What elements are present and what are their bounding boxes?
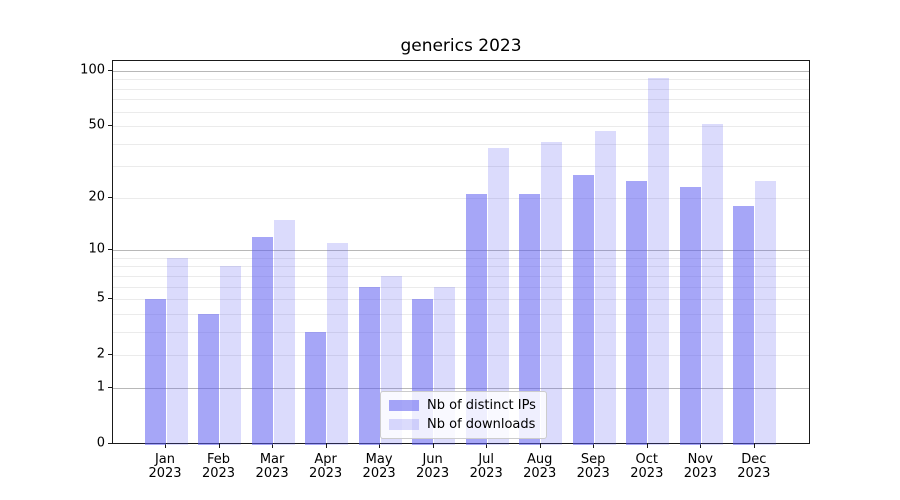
legend: Nb of distinct IPs Nb of downloads [380, 391, 547, 439]
x-tick-mark [379, 444, 381, 448]
bar-distinct-ips-sep [572, 174, 594, 445]
bar-downloads-jul [487, 147, 509, 445]
x-tick-mark [539, 444, 541, 448]
bar-distinct-ips-feb [198, 314, 219, 445]
plot-area: Nb of distinct IPs Nb of downloads [112, 60, 810, 445]
x-tick-label-jan: Jan 2023 [148, 452, 182, 482]
bar-downloads-sep [594, 130, 616, 445]
bar-distinct-ips-jan [144, 299, 166, 445]
x-tick-label-feb: Feb 2023 [201, 452, 236, 482]
y-tick-label: 1 [96, 379, 105, 395]
chart-title: generics 2023 [400, 36, 522, 56]
gridline-minor [113, 286, 809, 288]
bar-downloads-dec [755, 180, 777, 445]
x-tick-label-jul: Jul 2023 [469, 452, 503, 482]
legend-swatch-downloads [389, 419, 419, 430]
y-tick-mark [108, 125, 112, 126]
x-tick-mark [272, 444, 274, 448]
bar-downloads-oct [648, 78, 670, 445]
gridline-minor [113, 99, 809, 101]
bar-distinct-ips-may [358, 286, 380, 445]
x-tick-label-oct: Oct 2023 [630, 452, 664, 482]
x-tick-label-nov: Nov 2023 [683, 452, 717, 482]
x-tick-label-sep: Sep 2023 [576, 452, 610, 482]
x-tick-mark [700, 444, 702, 448]
gridline-minor [113, 276, 809, 277]
y-tick-mark [108, 196, 112, 198]
gridline-minor [113, 355, 809, 357]
legend-swatch-distinct-ips [389, 400, 419, 411]
y-tick-label: 20 [88, 189, 105, 205]
y-tick-label: 5 [96, 290, 105, 306]
bar-distinct-ips-jul [465, 194, 487, 445]
gridline-minor [113, 143, 809, 145]
bar-downloads-nov [701, 124, 723, 445]
gridline-minor [113, 266, 809, 268]
x-tick-label-may: May 2023 [362, 452, 396, 482]
x-tick-label-dec: Dec 2023 [737, 452, 771, 482]
y-tick-mark [108, 443, 112, 445]
y-tick-label: 10 [88, 241, 105, 257]
gridline-minor [113, 111, 809, 113]
gridline-major [113, 70, 809, 72]
y-tick-mark [108, 69, 112, 71]
bar-distinct-ips-oct [626, 180, 648, 445]
bar-downloads-apr [327, 243, 349, 445]
x-tick-mark [486, 444, 488, 448]
bar-distinct-ips-dec [733, 205, 755, 445]
legend-item-downloads: Nb of downloads [389, 417, 536, 432]
y-tick-label: 100 [80, 62, 105, 78]
x-tick-label-jun: Jun 2023 [416, 452, 450, 482]
x-tick-mark [646, 444, 648, 448]
bar-downloads-jan [166, 257, 188, 445]
gridline-minor [113, 257, 809, 259]
x-tick-mark [218, 444, 220, 448]
gridline-minor [113, 166, 809, 168]
x-tick-mark [753, 444, 755, 448]
legend-label-downloads: Nb of downloads [427, 417, 536, 432]
gridline-major [113, 250, 809, 252]
x-tick-mark [432, 444, 434, 448]
y-tick-label: 2 [96, 346, 105, 362]
gridline-minor [113, 332, 809, 334]
x-tick-mark [165, 444, 166, 448]
y-tick-mark [108, 298, 112, 300]
gridline-minor [113, 88, 809, 90]
y-tick-label: 0 [96, 435, 105, 451]
y-tick-label: 50 [88, 117, 105, 133]
bar-distinct-ips-mar [251, 236, 273, 445]
y-tick-mark [108, 354, 112, 356]
bar-distinct-ips-apr [305, 332, 327, 445]
bar-downloads-feb [220, 266, 241, 445]
y-tick-mark [108, 387, 112, 389]
gridline-major [113, 388, 809, 390]
y-tick-mark [108, 249, 112, 251]
bar-downloads-aug [541, 141, 563, 445]
x-tick-mark [593, 444, 595, 448]
x-tick-label-aug: Aug 2023 [523, 452, 557, 482]
gridline-minor [113, 299, 809, 301]
gridline-minor [113, 197, 809, 199]
bar-distinct-ips-aug [519, 194, 541, 445]
gridline-minor [113, 79, 809, 81]
x-tick-label-apr: Apr 2023 [309, 452, 343, 482]
x-tick-label-mar: Mar 2023 [255, 452, 289, 482]
x-tick-mark [325, 444, 327, 448]
gridline-minor [113, 126, 809, 127]
bar-downloads-mar [273, 219, 295, 445]
legend-item-distinct-ips: Nb of distinct IPs [389, 398, 536, 413]
legend-label-distinct-ips: Nb of distinct IPs [427, 398, 536, 413]
gridline-minor [113, 314, 809, 315]
bar-distinct-ips-nov [679, 187, 701, 445]
